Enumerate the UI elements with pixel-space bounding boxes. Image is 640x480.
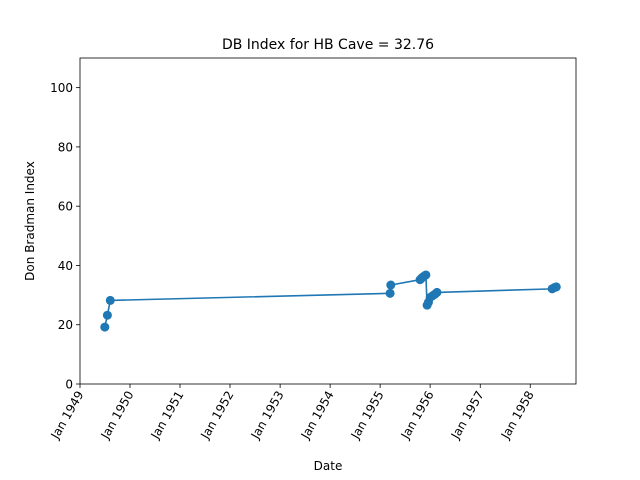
y-tick-label: 20 — [58, 318, 73, 332]
y-axis: 0 20 40 60 80 100 — [50, 81, 80, 392]
series-line — [104, 274, 557, 328]
x-axis-label: Date — [314, 459, 343, 473]
x-tick-label: Jan 1950 — [98, 389, 137, 443]
x-tick-label: Jan 1952 — [198, 389, 237, 443]
x-tick-label: Jan 1951 — [148, 389, 187, 443]
x-tick-label: Jan 1953 — [248, 389, 287, 443]
y-tick-label: 0 — [65, 378, 73, 392]
y-tick-label: 60 — [58, 200, 73, 214]
data-point — [432, 287, 442, 297]
data-point — [105, 295, 115, 305]
x-tick-label: Jan 1958 — [498, 389, 537, 443]
data-point — [551, 282, 561, 292]
data-point — [102, 310, 112, 320]
x-tick-label: Jan 1954 — [298, 389, 337, 443]
y-tick-label: 100 — [50, 81, 73, 95]
axes-frame — [79, 57, 577, 385]
data-point — [385, 288, 395, 298]
data-point — [100, 322, 110, 332]
chart-title: DB Index for HB Cave = 32.76 — [222, 37, 434, 53]
y-tick-label: 80 — [58, 140, 73, 154]
x-tick-label: Jan 1949 — [48, 389, 87, 443]
y-axis-label: Don Bradman Index — [23, 161, 37, 281]
x-tick-label: Jan 1956 — [398, 389, 437, 443]
data-point — [421, 270, 431, 280]
x-axis: Jan 1949 Jan 1950 Jan 1951 Jan 1952 Jan 1953… — [48, 384, 537, 442]
x-tick-label: Jan 1957 — [448, 389, 487, 443]
y-tick-label: 40 — [58, 259, 73, 273]
data-point — [386, 280, 396, 290]
x-tick-label: Jan 1955 — [348, 389, 387, 443]
series-layer — [100, 270, 561, 332]
